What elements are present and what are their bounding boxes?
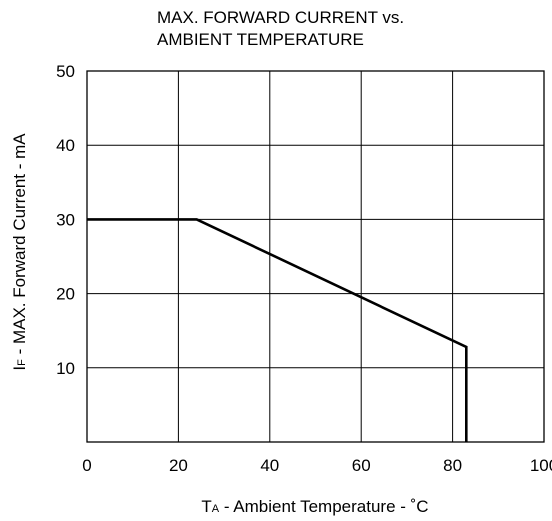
x-tick-label: 80 [443, 456, 462, 475]
plot-frame [86, 70, 545, 443]
x-tick-label: 60 [352, 456, 371, 475]
x-tick-label: 20 [169, 456, 188, 475]
grid [86, 70, 545, 443]
y-tick-labels: 10 20 30 40 50 [56, 62, 75, 378]
y-tick-label: 10 [56, 359, 75, 378]
title-line: AMBIENT TEMPERATURE [157, 30, 364, 49]
series-line [87, 218, 468, 442]
x-tick-labels: 0 20 40 60 80 100 [82, 456, 552, 475]
x-tick-label: 40 [260, 456, 279, 475]
y-label-prefix: I [10, 366, 29, 371]
chart-title: MAX. FORWARD CURRENT vs. AMBIENT TEMPERAT… [157, 8, 404, 49]
x-tick-label: 100 [530, 456, 552, 475]
x-label-prefix: T [201, 497, 211, 516]
title-line: MAX. FORWARD CURRENT vs. [157, 8, 404, 27]
x-tick-label: 0 [82, 456, 91, 475]
y-tick-label: 50 [56, 62, 75, 81]
series [87, 218, 468, 442]
y-tick-label: 20 [56, 285, 75, 304]
y-label-text: - MAX. Forward Current - mA [10, 133, 29, 359]
x-axis-label: TA - Ambient Temperature - ˚C [201, 497, 428, 516]
x-label-text: - Ambient Temperature - ˚C [219, 497, 428, 516]
x-label-subscript: A [212, 503, 220, 515]
y-label-subscript: F [16, 359, 28, 366]
y-axis-label: IF - MAX. Forward Current - mA [10, 133, 29, 371]
y-tick-label: 40 [56, 136, 75, 155]
y-tick-label: 30 [56, 210, 75, 229]
